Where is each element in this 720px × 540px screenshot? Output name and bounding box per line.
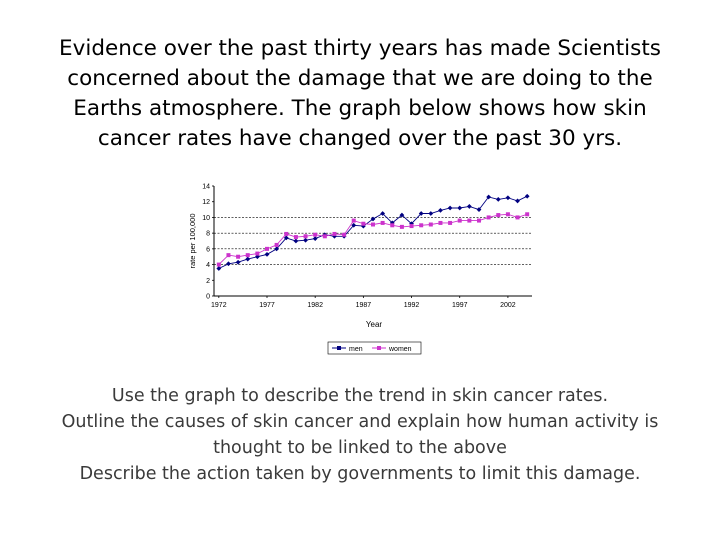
data-point-men (380, 211, 386, 216)
data-point-men (235, 259, 241, 265)
data-point-men (428, 211, 434, 216)
plot-area (203, 185, 533, 296)
data-point-women (265, 246, 269, 251)
data-point-women (313, 232, 318, 237)
data-point-women (293, 235, 298, 240)
intro-text: Evidence over the past thirty years has … (20, 34, 700, 154)
data-point-women (351, 218, 356, 223)
x-tick-label: 1997 (452, 302, 468, 309)
data-point-women (332, 231, 337, 236)
data-point-women (438, 220, 443, 225)
data-point-men (466, 204, 472, 209)
data-point-men (447, 205, 453, 211)
data-point-women (361, 221, 366, 226)
data-point-women (399, 224, 404, 229)
questions: Use the graph to describe the trend in s… (10, 383, 710, 487)
data-point-men (495, 196, 501, 202)
question-3: Describe the action taken by governments… (79, 464, 641, 484)
data-point-women (380, 220, 385, 225)
y-tick-label: 6 (206, 246, 210, 253)
data-point-men (418, 211, 424, 216)
data-point-men (254, 254, 260, 260)
data-point-men (245, 256, 251, 262)
x-axis-label: Year (366, 320, 383, 329)
data-point-women (236, 254, 241, 259)
legend-label-men: men (349, 346, 363, 353)
data-point-women (371, 222, 375, 227)
data-point-men (476, 207, 482, 212)
x-tick-label: 1992 (404, 302, 420, 309)
legend-label-women: women (388, 346, 412, 353)
question-2a: Outline the causes of skin cancer and ex… (61, 412, 659, 432)
y-tick-label: 4 (206, 262, 210, 269)
x-tick-label: 2002 (500, 302, 516, 309)
question-2b: thought to be linked to the above (213, 438, 507, 458)
data-point-women (496, 213, 501, 218)
question-1: Use the graph to describe the trend in s… (111, 386, 609, 406)
data-point-men (505, 195, 511, 201)
data-point-women (226, 253, 231, 258)
data-point-men (486, 194, 492, 200)
legend-marker-women (377, 346, 381, 350)
data-point-women (515, 215, 520, 220)
y-axis-label: rate per 100,000 (188, 213, 197, 268)
data-point-women (274, 242, 279, 247)
y-tick-label: 14 (202, 184, 210, 191)
data-point-women (245, 253, 250, 258)
data-point-men (226, 261, 231, 267)
data-point-women (216, 262, 221, 267)
intro-line: Earths atmosphere. The graph below shows… (73, 96, 647, 121)
y-tick-label: 12 (202, 199, 210, 206)
data-point-women (428, 222, 433, 227)
x-tick-label: 1982 (307, 302, 323, 309)
data-point-women (486, 215, 491, 220)
y-tick-label: 0 (206, 294, 210, 301)
data-point-men (303, 237, 308, 243)
data-point-women (477, 218, 481, 223)
skin-cancer-chart: 0 2 4 6 8 10 12 14 1972 1977 1982 1987 1992 1997 2002… (188, 184, 533, 355)
data-point-men (274, 246, 280, 252)
data-point-women (322, 234, 327, 239)
legend-marker-men (337, 346, 341, 350)
data-point-women (303, 234, 308, 239)
data-point-women (255, 251, 260, 256)
y-tick-label: 2 (206, 278, 210, 285)
legend: men women (327, 341, 422, 355)
data-point-women (342, 232, 347, 237)
data-point-men (351, 222, 357, 228)
data-point-men (283, 235, 289, 241)
intro-line: concerned about the damage that we are d… (67, 66, 653, 91)
y-tick-label: 8 (206, 231, 210, 238)
data-point-men (515, 198, 520, 204)
intro-line: cancer rates have changed over the past … (97, 126, 623, 151)
data-point-women (284, 231, 289, 236)
data-point-men (312, 236, 318, 242)
data-point-women (525, 212, 530, 217)
x-tick-label: 1987 (356, 302, 372, 309)
data-point-men (399, 212, 405, 218)
y-tick-label: 10 (202, 215, 210, 222)
data-point-women (448, 220, 453, 225)
data-point-men (457, 205, 463, 211)
x-tick-label: 1972 (211, 302, 227, 309)
data-point-women (419, 223, 424, 228)
x-tick-label: 1977 (259, 302, 275, 309)
data-point-women (409, 224, 414, 229)
data-point-women (505, 212, 510, 217)
intro-line: Evidence over the past thirty years has … (59, 36, 661, 61)
data-point-men (293, 238, 299, 244)
data-point-women (457, 218, 462, 223)
data-point-women (390, 223, 395, 228)
data-point-women (467, 218, 472, 223)
